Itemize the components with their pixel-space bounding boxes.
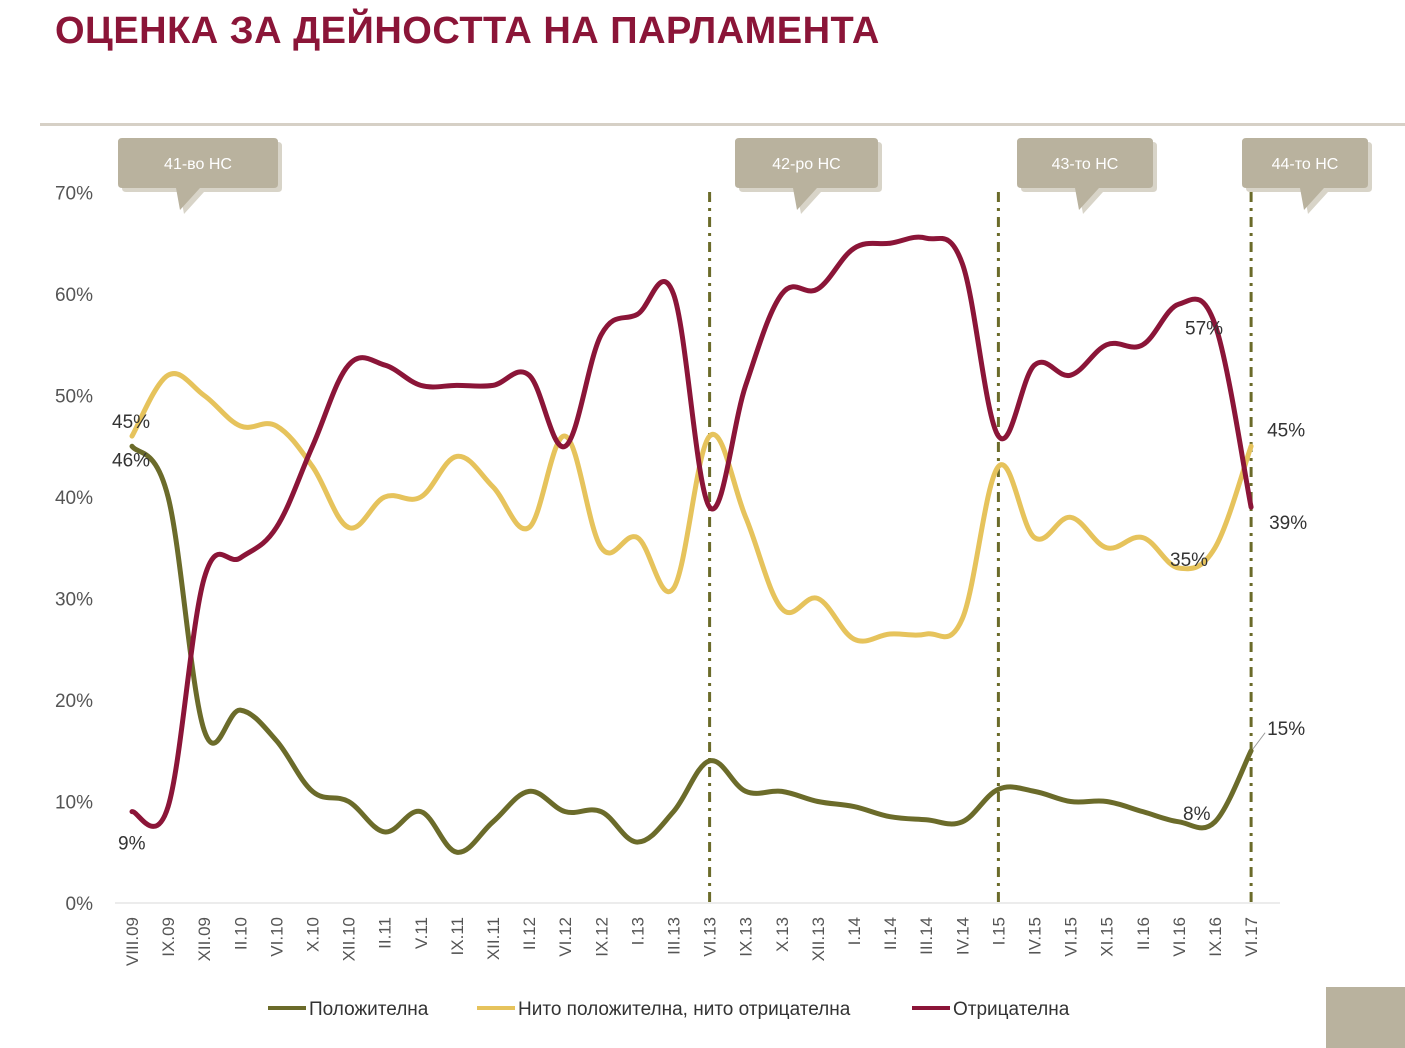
callout-text: 42-ро НС (772, 156, 840, 173)
x-tick-label: III.14 (917, 917, 936, 955)
y-tick-label: 20% (55, 691, 93, 712)
x-tick-label: X.10 (304, 917, 323, 952)
x-tick-label: XI.15 (1098, 917, 1117, 957)
x-tick-label: VIII.09 (123, 917, 142, 966)
x-tick-label: IX.11 (448, 917, 467, 955)
x-tick-label: IX.12 (592, 917, 611, 957)
x-tick-label: VI.16 (1170, 917, 1189, 957)
x-tick-label: II.14 (881, 917, 900, 950)
x-tick-label: II.12 (520, 917, 539, 950)
y-tick-label: 10% (55, 793, 93, 814)
x-tick-label: VI.10 (267, 917, 286, 957)
data-label: 15% (1267, 719, 1305, 740)
x-tick-label: I.15 (989, 917, 1008, 945)
legend-label: Положителна (309, 999, 429, 1020)
y-tick-label: 0% (66, 894, 94, 915)
data-label: 9% (118, 834, 146, 855)
x-tick-label: III.13 (665, 917, 684, 955)
x-tick-label: XII.10 (340, 917, 359, 961)
x-tick-label: I.13 (628, 917, 647, 945)
x-tick-label: IX.16 (1206, 917, 1225, 957)
data-label: 35% (1170, 550, 1208, 571)
data-label: 46% (112, 450, 150, 471)
x-tick-label: II.10 (231, 917, 250, 950)
data-label: 39% (1269, 513, 1307, 534)
x-tick-label: XII.11 (484, 917, 503, 960)
x-tick-label: XII.09 (195, 917, 214, 961)
data-label-leader (1252, 732, 1266, 750)
y-tick-label: 70% (55, 184, 93, 205)
y-tick-label: 50% (55, 387, 93, 408)
series-line-0 (129, 443, 1254, 855)
legend-label: Нито положителна, нито отрицателна (518, 999, 851, 1020)
y-tick-label: 40% (55, 488, 93, 509)
legend-label: Отрицателна (953, 999, 1070, 1020)
x-tick-label: II.11 (376, 917, 395, 949)
callout-box (1242, 138, 1368, 210)
callout-box (735, 138, 878, 210)
y-tick-label: 30% (55, 590, 93, 611)
corner-decoration (1326, 987, 1405, 1048)
data-label: 45% (1267, 420, 1305, 441)
callout-text: 44-то НС (1272, 156, 1339, 173)
y-tick-label: 60% (55, 285, 93, 306)
title-divider (40, 123, 1405, 126)
data-label: 57% (1185, 318, 1223, 339)
x-tick-label: XII.13 (809, 917, 828, 961)
x-tick-label: VI.12 (556, 917, 575, 957)
x-tick-label: IX.09 (159, 917, 178, 957)
data-label: 45% (112, 412, 150, 433)
x-tick-label: IV.14 (953, 917, 972, 955)
x-tick-label: I.14 (845, 917, 864, 945)
x-tick-label: IX.13 (737, 917, 756, 957)
callout-box (1017, 138, 1153, 210)
x-tick-label: V.11 (412, 917, 431, 949)
x-tick-label: VI.15 (1062, 917, 1081, 957)
page-title: ОЦЕНКА ЗА ДЕЙНОСТТА НА ПАРЛАМЕНТА (55, 10, 880, 52)
x-tick-label: VI.13 (701, 917, 720, 957)
data-label: 8% (1183, 804, 1211, 825)
callout-text: 41-во НС (164, 156, 232, 173)
x-tick-label: IV.15 (1026, 917, 1045, 955)
callout-box (118, 138, 278, 210)
series-line-2 (129, 234, 1254, 829)
x-tick-label: VI.17 (1242, 917, 1261, 957)
x-tick-label: II.16 (1134, 917, 1153, 950)
x-tick-label: X.13 (773, 917, 792, 952)
callout-text: 43-то НС (1052, 156, 1119, 173)
